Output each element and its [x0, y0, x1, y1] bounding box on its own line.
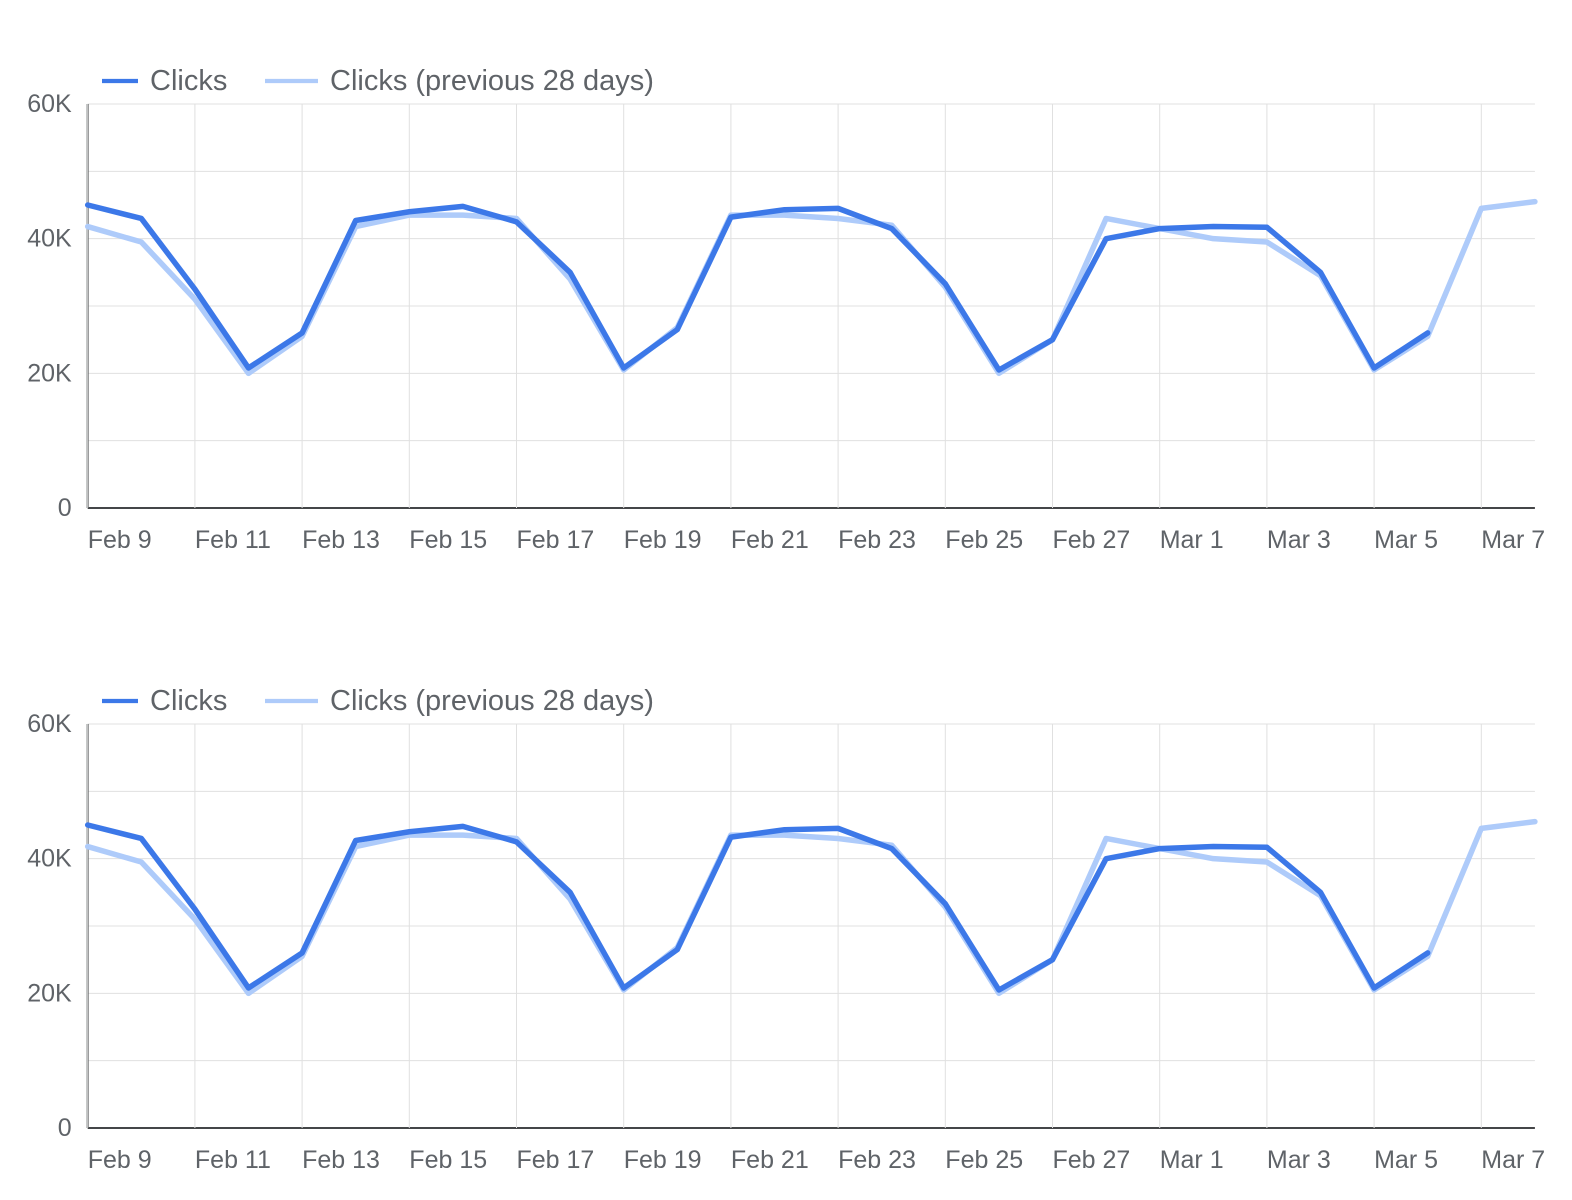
svg-text:Feb 15: Feb 15	[409, 1146, 487, 1174]
svg-text:0: 0	[58, 494, 72, 522]
svg-text:Clicks (previous 28 days): Clicks (previous 28 days)	[330, 65, 654, 97]
svg-text:20K: 20K	[27, 359, 72, 387]
svg-text:60K: 60K	[27, 90, 72, 118]
svg-text:40K: 40K	[27, 845, 72, 873]
svg-text:Feb 11: Feb 11	[195, 526, 271, 554]
svg-text:Feb 13: Feb 13	[302, 526, 380, 554]
svg-text:Clicks: Clicks	[150, 685, 227, 717]
svg-text:Feb 21: Feb 21	[731, 1146, 809, 1174]
svg-text:40K: 40K	[27, 225, 72, 253]
svg-text:Mar 5: Mar 5	[1374, 526, 1438, 554]
svg-text:Feb 17: Feb 17	[517, 526, 595, 554]
svg-text:Mar 5: Mar 5	[1374, 1146, 1438, 1174]
svg-text:60K: 60K	[27, 710, 72, 738]
svg-text:Mar 1: Mar 1	[1160, 526, 1224, 554]
svg-text:Feb 9: Feb 9	[88, 1146, 152, 1174]
svg-text:Feb 23: Feb 23	[838, 526, 916, 554]
svg-text:Feb 9: Feb 9	[88, 526, 152, 554]
svg-text:20K: 20K	[27, 979, 72, 1007]
svg-text:Feb 13: Feb 13	[302, 1146, 380, 1174]
svg-text:Feb 19: Feb 19	[624, 1146, 702, 1174]
svg-text:Feb 15: Feb 15	[409, 526, 487, 554]
svg-text:Mar 3: Mar 3	[1267, 526, 1331, 554]
svg-text:Feb 17: Feb 17	[517, 1146, 595, 1174]
svg-text:Clicks (previous 28 days): Clicks (previous 28 days)	[330, 685, 654, 717]
svg-text:Feb 25: Feb 25	[945, 1146, 1023, 1174]
svg-text:0: 0	[58, 1114, 72, 1142]
svg-text:Feb 19: Feb 19	[624, 526, 702, 554]
svg-text:Clicks: Clicks	[150, 65, 227, 97]
svg-text:Mar 3: Mar 3	[1267, 1146, 1331, 1174]
svg-text:Mar 1: Mar 1	[1160, 1146, 1224, 1174]
svg-text:Feb 23: Feb 23	[838, 1146, 916, 1174]
svg-text:Feb 25: Feb 25	[945, 526, 1023, 554]
svg-text:Mar 7: Mar 7	[1481, 1146, 1545, 1174]
svg-text:Feb 27: Feb 27	[1053, 1146, 1131, 1174]
svg-text:Mar 7: Mar 7	[1481, 526, 1545, 554]
svg-text:Feb 21: Feb 21	[731, 526, 809, 554]
svg-text:Feb 11: Feb 11	[195, 1146, 271, 1174]
svg-text:Feb 27: Feb 27	[1053, 526, 1131, 554]
